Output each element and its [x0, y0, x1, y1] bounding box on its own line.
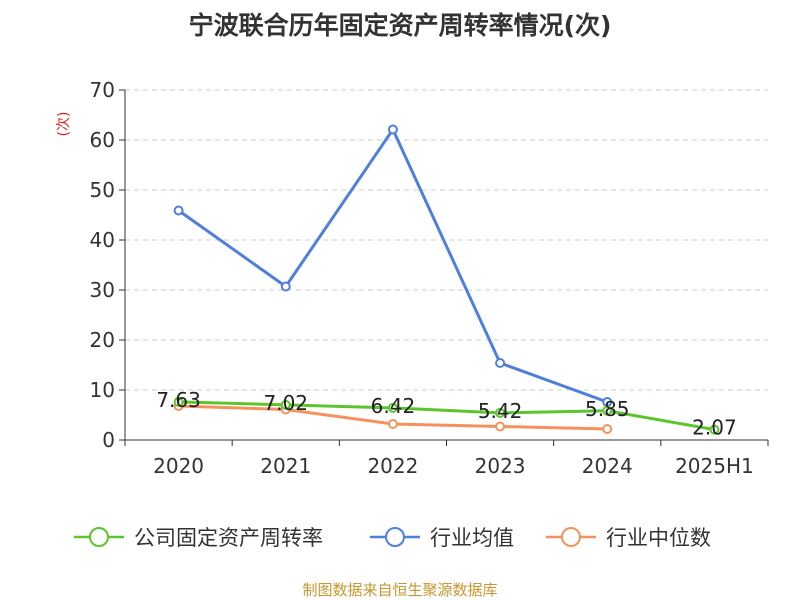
data-point-0-0 [173, 396, 184, 407]
legend-marker-2 [561, 527, 581, 547]
legend: 公司固定资产周转率 行业均值 行业中位数 [74, 526, 711, 550]
y-tick-label-30: 30 [90, 278, 115, 302]
y-tick-label-10: 10 [90, 378, 115, 402]
data-label-3: 5.42 [478, 399, 523, 423]
data-point-2-2 [387, 419, 398, 429]
y-tick-label-0: 0 [102, 428, 115, 452]
x-tick-label-2022: 2022 [367, 454, 418, 478]
x-tick-label-2021: 2021 [260, 454, 311, 478]
grid-lines [125, 89, 768, 391]
data-point-2-3 [495, 421, 506, 432]
legend-label-0: 公司固定资产周转率 [134, 526, 323, 550]
x-tick-label-2023: 2023 [475, 454, 526, 478]
y-tick-label-50: 50 [90, 178, 115, 202]
data-label-5: 2.07 [692, 416, 737, 440]
data-point-0-4 [602, 405, 613, 416]
x-tick-label-2025H1: 2025H1 [675, 454, 754, 478]
legend-label-1: 行业均值 [430, 526, 514, 550]
data-labels: 7.63 7.02 6.42 5.42 5.85 2.07 [156, 388, 736, 440]
y-axis-unit: (次) [56, 112, 72, 137]
legend-marker-0 [89, 527, 109, 547]
data-point-2-4 [602, 424, 613, 434]
data-label-2: 6.42 [371, 394, 416, 418]
y-tick-label-70: 70 [90, 78, 115, 102]
x-tick-label-2024: 2024 [582, 454, 633, 478]
axes: 0 10 20 30 40 50 60 70 2020 2021 2022 2023 2024 2025H… [90, 78, 769, 478]
source-note: 制图数据来自恒生聚源数据库 [302, 581, 497, 599]
data-point-1-1 [280, 281, 291, 292]
series-line-1 [177, 128, 608, 404]
x-tick-label-2020: 2020 [153, 454, 204, 478]
data-point-1-3 [495, 358, 506, 368]
data-point-1-0 [173, 205, 184, 216]
y-tick-label-60: 60 [90, 128, 115, 152]
data-point-1-2 [387, 124, 398, 135]
series-lines [173, 124, 720, 435]
series-line-0 [178, 400, 715, 432]
y-tick-label-20: 20 [90, 328, 115, 352]
data-point-0-5 [709, 424, 720, 435]
data-label-1: 7.02 [263, 391, 308, 415]
chart-title: 宁波联合历年固定资产周转率情况(次) [189, 11, 612, 40]
legend-label-2: 行业中位数 [606, 526, 711, 550]
data-label-4: 5.85 [585, 397, 630, 421]
data-point-0-2 [387, 402, 398, 413]
y-tick-label-40: 40 [90, 228, 115, 252]
data-point-0-3 [495, 407, 506, 418]
data-point-0-1 [280, 399, 291, 410]
legend-marker-1 [385, 527, 405, 547]
data-label-0: 7.63 [156, 388, 201, 412]
